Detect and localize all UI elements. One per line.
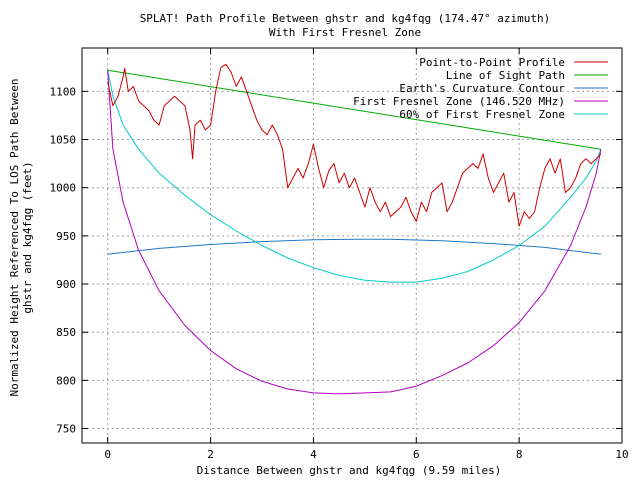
y-tick-label: 900: [56, 278, 76, 291]
y-tick-label: 950: [56, 230, 76, 243]
line-of-sight-line: [107, 69, 601, 150]
chart-title: SPLAT! Path Profile Between ghstr and kg…: [140, 12, 551, 25]
plot-frame: [81, 47, 623, 444]
fresnel-zone-line: [107, 70, 602, 395]
x-tick-label: 10: [615, 448, 628, 461]
y-tick-label: 850: [56, 326, 76, 339]
x-tick-label: 4: [310, 448, 317, 461]
x-tick-label: 6: [413, 448, 420, 461]
x-tick-label: 8: [516, 448, 523, 461]
grid-layer: [82, 48, 623, 443]
fresnel-60-line: [107, 70, 602, 283]
y-tick-label: 1000: [50, 182, 77, 195]
y-tick-label: 800: [56, 374, 76, 387]
y-axis-label: Normalized Height Referenced To LOS Path…: [8, 79, 34, 397]
legend-label: Point-to-Point Profile: [419, 56, 565, 69]
legend-label: Earth's Curvature Contour: [399, 82, 565, 95]
x-axis-label: Distance Between ghstr and kg4fqg (9.59 …: [197, 464, 502, 477]
x-tick-label: 0: [104, 448, 111, 461]
y-axis-label-line-1: Normalized Height Referenced To LOS Path…: [8, 79, 21, 397]
earth-curvature-line: [107, 238, 601, 255]
y-axis-label-line-2: ghstr and kg4fqg (feet): [21, 161, 34, 313]
y-tick-label: 1050: [50, 134, 77, 147]
legend-label: 60% of First Fresnel Zone: [399, 108, 565, 121]
y-tick-label: 750: [56, 423, 76, 436]
y-tick-label: 1100: [50, 85, 77, 98]
legend-label: First Fresnel Zone (146.520 MHz): [353, 95, 565, 108]
terrain-profile-line: [107, 63, 602, 227]
series-layer: [107, 63, 602, 395]
chart-subtitle: With First Fresnel Zone: [269, 26, 421, 39]
legend-label: Line of Sight Path: [446, 69, 565, 82]
x-tick-label: 2: [207, 448, 214, 461]
